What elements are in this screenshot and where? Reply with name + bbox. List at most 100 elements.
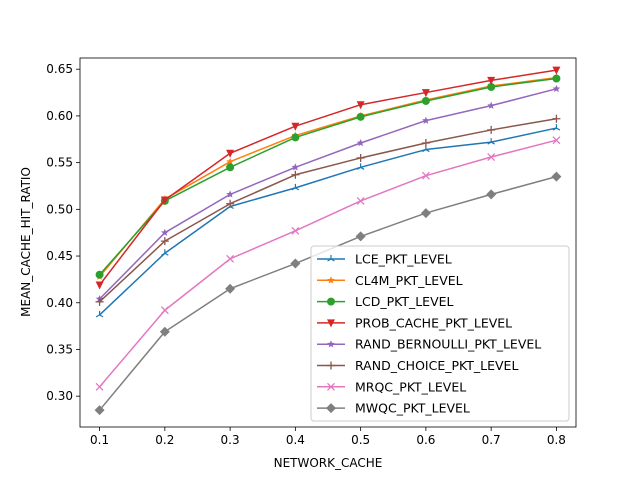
- data-point: [161, 249, 169, 256]
- data-point: [421, 96, 430, 105]
- data-point: [226, 190, 234, 198]
- legend-item: LCE_PKT_LEVEL: [317, 252, 452, 267]
- data-point: [486, 189, 497, 200]
- data-point: [356, 153, 365, 162]
- legend-label: CL4M_PKT_LEVEL: [355, 273, 463, 288]
- legend-item: MWQC_PKT_LEVEL: [317, 401, 470, 416]
- data-point: [94, 405, 105, 416]
- data-point: [160, 196, 169, 205]
- data-point: [159, 326, 170, 337]
- data-point: [421, 89, 430, 98]
- data-point: [291, 170, 300, 179]
- x-axis-label: NETWORK_CACHE: [274, 456, 383, 470]
- x-tick-label: 0.6: [416, 433, 435, 447]
- data-point: [487, 125, 496, 134]
- series-5: [95, 114, 561, 306]
- legend-items: LCE_PKT_LEVEL CL4M_PKT_LEVEL LCD_PKT_LEVEL…: [317, 252, 541, 416]
- data-point: [95, 297, 104, 306]
- data-point: [552, 124, 561, 131]
- data-point: [291, 133, 300, 142]
- series-line: [99, 77, 557, 276]
- legend-item: MRQC_PKT_LEVEL: [317, 379, 466, 394]
- y-tick-label: 0.40: [46, 296, 73, 310]
- legend-swatch-marker: [327, 340, 335, 348]
- legend-item: LCD_PKT_LEVEL: [317, 294, 454, 309]
- y-tick-label: 0.65: [46, 62, 73, 76]
- data-point: [551, 171, 562, 182]
- data-point: [291, 226, 300, 235]
- data-point: [487, 101, 495, 109]
- legend-swatch-marker: [327, 382, 335, 391]
- data-point: [291, 163, 300, 171]
- data-point: [421, 171, 430, 180]
- data-point: [226, 163, 235, 172]
- legend-swatch-marker: [327, 361, 335, 370]
- legend-swatch-marker: [327, 276, 335, 284]
- y-tick-label: 0.45: [46, 249, 73, 263]
- legend-swatch-marker: [327, 319, 335, 328]
- x-tick-label: 0.1: [90, 433, 109, 447]
- data-point: [226, 157, 234, 165]
- data-point: [356, 101, 365, 110]
- data-point: [552, 74, 561, 83]
- y-axis-label: MEAN_CACHE_HIT_RATIO: [19, 167, 33, 317]
- x-tick-label: 0.3: [221, 433, 240, 447]
- data-point: [95, 310, 104, 318]
- data-point: [421, 139, 430, 148]
- series-3: [95, 66, 561, 290]
- legend-label: LCE_PKT_LEVEL: [355, 252, 452, 267]
- data-point: [420, 208, 431, 219]
- data-point: [95, 382, 104, 391]
- data-point: [290, 258, 301, 269]
- x-axis-ticks: 0.1 0.2 0.3 0.4 0.5 0.6 0.7 0.8: [90, 427, 566, 447]
- x-tick-label: 0.7: [482, 433, 501, 447]
- legend-swatch-marker: [327, 297, 335, 306]
- y-tick-label: 0.35: [46, 342, 73, 356]
- data-point: [226, 254, 235, 263]
- data-point: [422, 116, 430, 124]
- series-line: [99, 117, 557, 303]
- data-point: [355, 231, 366, 242]
- legend-swatch-marker: [326, 403, 336, 414]
- data-point: [552, 84, 561, 93]
- series-line: [99, 139, 557, 388]
- data-point: [160, 306, 169, 315]
- series-4: [95, 84, 561, 303]
- data-point: [552, 114, 561, 123]
- data-point: [95, 270, 104, 279]
- data-point: [487, 153, 496, 161]
- x-tick-label: 0.2: [155, 433, 174, 447]
- legend-label: LCD_PKT_LEVEL: [355, 294, 454, 309]
- legend-label: PROB_CACHE_PKT_LEVEL: [355, 315, 512, 330]
- data-point: [356, 139, 365, 147]
- data-point: [291, 183, 300, 191]
- y-axis-ticks: 0.30 0.35 0.40 0.45 0.50 0.55 0.60 0.65: [46, 62, 80, 403]
- x-tick-label: 0.5: [351, 433, 370, 447]
- y-tick-label: 0.60: [46, 109, 73, 123]
- legend-label: MWQC_PKT_LEVEL: [355, 401, 470, 416]
- legend-item: RAND_CHOICE_PKT_LEVEL: [317, 358, 518, 373]
- plot-frame: [79, 57, 577, 428]
- data-point: [161, 228, 169, 236]
- legend-item: PROB_CACHE_PKT_LEVEL: [317, 315, 512, 330]
- x-tick-label: 0.8: [547, 433, 566, 447]
- legend-label: MRQC_PKT_LEVEL: [355, 379, 466, 394]
- legend-box: [310, 245, 570, 422]
- legend-label: RAND_CHOICE_PKT_LEVEL: [355, 358, 518, 373]
- data-point: [487, 82, 496, 91]
- data-point: [552, 66, 561, 75]
- legend-label: RAND_BERNOULLI_PKT_LEVEL: [355, 337, 541, 352]
- legend-item: RAND_BERNOULLI_PKT_LEVEL: [317, 337, 541, 352]
- y-tick-label: 0.30: [46, 389, 73, 403]
- data-point: [487, 138, 495, 145]
- legend-item: CL4M_PKT_LEVEL: [317, 273, 463, 288]
- series-line: [98, 69, 557, 286]
- data-point: [95, 281, 104, 290]
- data-point: [225, 283, 236, 294]
- legend-swatch-marker: [327, 255, 335, 262]
- data-point: [291, 122, 300, 131]
- legend: LCE_PKT_LEVEL CL4M_PKT_LEVEL LCD_PKT_LEVEL…: [310, 245, 570, 422]
- data-point: [487, 76, 496, 85]
